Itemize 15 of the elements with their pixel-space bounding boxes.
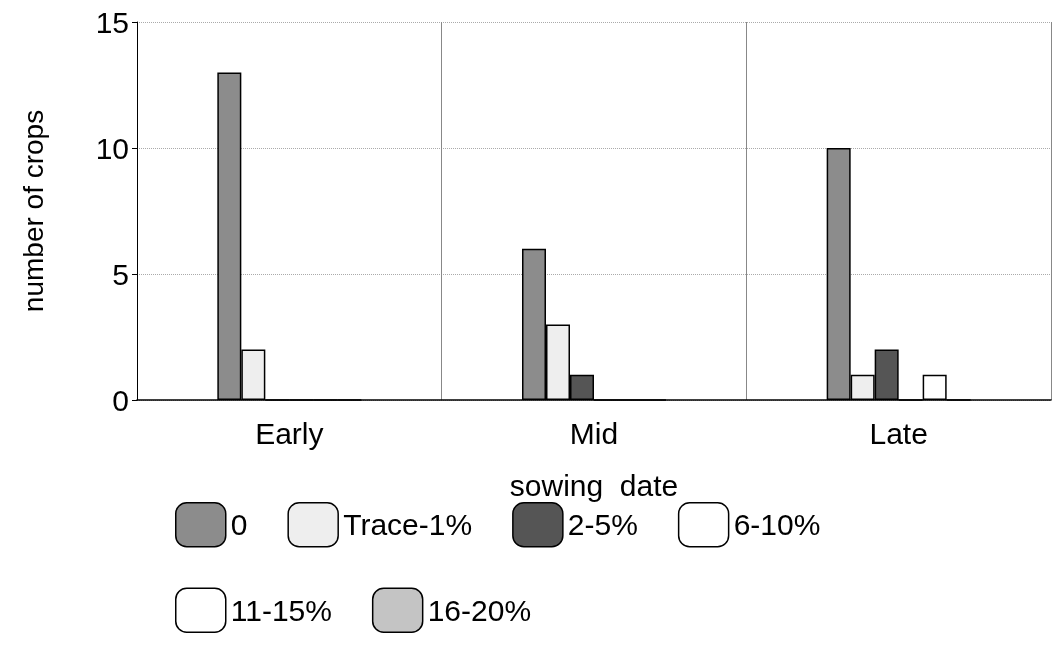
y-tick-label: 15: [95, 5, 129, 39]
legend-label: Trace-1%: [343, 508, 473, 542]
legend-label: 16-20%: [427, 593, 532, 627]
y-axis-title: number of crops: [17, 109, 49, 313]
legend-label: 0: [230, 508, 248, 542]
y-tick-label: 5: [112, 257, 129, 291]
legend-label: 11-15%: [230, 593, 332, 627]
y-tick-label: 0: [112, 383, 129, 417]
legend-label: 2-5%: [567, 508, 638, 542]
x-tick-label: Mid: [569, 416, 619, 450]
x-axis-title: sowing date: [509, 468, 679, 502]
x-tick-label: Early: [255, 416, 324, 450]
y-tick-label: 10: [95, 131, 129, 165]
legend-label: 6-10%: [733, 508, 821, 542]
x-tick-label: Late: [869, 416, 928, 450]
